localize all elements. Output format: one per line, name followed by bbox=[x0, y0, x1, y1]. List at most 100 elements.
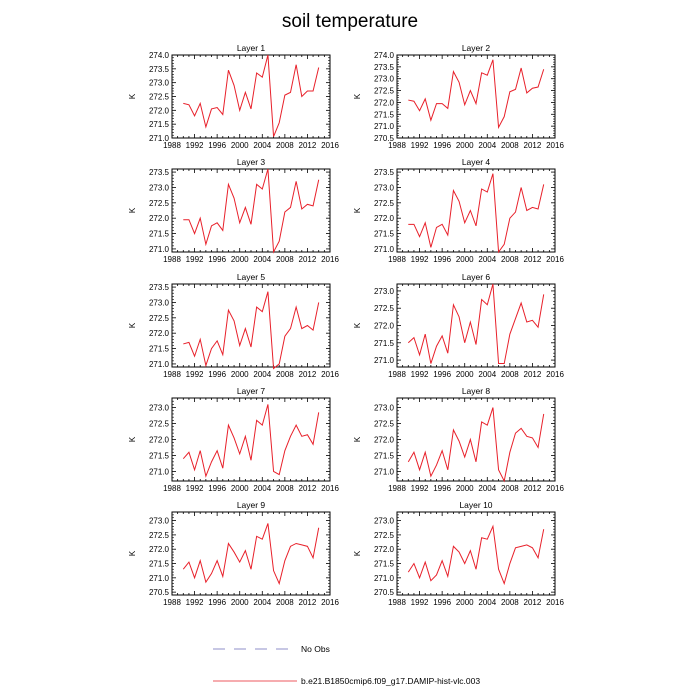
y-tick-label: 272.0 bbox=[149, 214, 170, 223]
x-tick-label: 2008 bbox=[501, 255, 519, 264]
y-tick-label: 270.5 bbox=[374, 134, 395, 143]
y-axis-label: K bbox=[353, 436, 362, 442]
panel-frame bbox=[396, 397, 556, 482]
x-tick-label: 2004 bbox=[253, 141, 271, 150]
panel-title: Layer 9 bbox=[237, 500, 266, 510]
x-tick-label: 2012 bbox=[524, 484, 542, 493]
series-line bbox=[183, 54, 320, 137]
x-tick-label: 2008 bbox=[501, 370, 519, 379]
x-tick-label: 2012 bbox=[299, 255, 317, 264]
x-tick-label: 2004 bbox=[478, 370, 496, 379]
y-tick-label: 273.5 bbox=[374, 168, 395, 177]
panel-title: Layer 8 bbox=[462, 386, 491, 396]
panel-frame bbox=[396, 283, 556, 368]
y-tick-label: 271.5 bbox=[149, 345, 170, 354]
panel-title: Layer 6 bbox=[462, 272, 491, 282]
x-tick-label: 2000 bbox=[231, 370, 249, 379]
y-tick-label: 272.5 bbox=[149, 420, 170, 429]
y-tick-label: 273.0 bbox=[374, 404, 395, 413]
y-tick-label: 273.0 bbox=[149, 183, 170, 192]
y-tick-label: 273.0 bbox=[374, 183, 395, 192]
panel-frame bbox=[171, 511, 331, 596]
x-tick-label: 1996 bbox=[208, 484, 226, 493]
y-tick-label: 272.0 bbox=[149, 106, 170, 115]
y-axis-label: K bbox=[128, 207, 137, 213]
y-tick-label: 272.5 bbox=[149, 314, 170, 323]
series-line bbox=[183, 168, 320, 254]
x-tick-label: 2012 bbox=[524, 598, 542, 607]
x-tick-label: 1988 bbox=[388, 598, 406, 607]
y-tick-label: 273.0 bbox=[149, 79, 170, 88]
x-tick-label: 2000 bbox=[456, 255, 474, 264]
x-tick-label: 2016 bbox=[546, 598, 564, 607]
y-axis-label: K bbox=[353, 207, 362, 213]
x-tick-label: 1996 bbox=[208, 141, 226, 150]
y-tick-label: 273.0 bbox=[374, 517, 395, 526]
x-tick-label: 2000 bbox=[456, 141, 474, 150]
y-tick-label: 271.5 bbox=[149, 230, 170, 239]
x-tick-label: 1988 bbox=[388, 370, 406, 379]
y-axis-label: K bbox=[128, 322, 137, 328]
x-tick-label: 1992 bbox=[186, 370, 204, 379]
x-tick-label: 2004 bbox=[478, 141, 496, 150]
y-tick-label: 272.5 bbox=[374, 304, 395, 313]
y-axis-label: K bbox=[353, 93, 362, 99]
series-line bbox=[408, 59, 545, 130]
x-tick-label: 2000 bbox=[456, 598, 474, 607]
panel-title: Layer 10 bbox=[459, 500, 492, 510]
series-line bbox=[182, 523, 320, 586]
panel-layer-10: Layer 10 1988 1992 1996 2000 2004 2008 2012 2016… bbox=[353, 500, 564, 607]
x-tick-label: 2012 bbox=[524, 370, 542, 379]
y-tick-label: 271.5 bbox=[374, 110, 395, 119]
x-tick-label: 2004 bbox=[253, 484, 271, 493]
y-axis-label: K bbox=[353, 550, 362, 556]
x-tick-label: 2016 bbox=[546, 484, 564, 493]
y-tick-label: 271.0 bbox=[374, 574, 395, 583]
x-tick-label: 1996 bbox=[433, 598, 451, 607]
panel-frame bbox=[396, 168, 556, 253]
x-tick-label: 1996 bbox=[433, 370, 451, 379]
y-tick-label: 272.5 bbox=[374, 531, 395, 540]
panel-layer-3: Layer 3 1988 1992 1996 2000 2004 2008 2012 2016 2… bbox=[128, 157, 339, 264]
panel-layer-9: Layer 9 1988 1992 1996 2000 2004 2008 2012 2016 2… bbox=[128, 500, 339, 607]
y-tick-label: 272.0 bbox=[374, 436, 395, 445]
panel-layer-4: Layer 4 1988 1992 1996 2000 2004 2008 2012 2016 2… bbox=[353, 157, 564, 264]
y-tick-label: 271.0 bbox=[149, 467, 170, 476]
y-tick-label: 273.0 bbox=[374, 287, 395, 296]
y-tick-label: 271.5 bbox=[149, 120, 170, 129]
x-tick-label: 1992 bbox=[186, 598, 204, 607]
x-tick-label: 2012 bbox=[524, 255, 542, 264]
panels-grid: Layer 1 1988 1992 1996 2000 2004 2008 2012 2016 2… bbox=[128, 43, 564, 607]
y-tick-label: 271.0 bbox=[374, 467, 395, 476]
x-tick-label: 1988 bbox=[388, 141, 406, 150]
y-tick-label: 272.0 bbox=[374, 322, 395, 331]
y-axis-label: K bbox=[128, 436, 137, 442]
y-tick-label: 273.5 bbox=[149, 65, 170, 74]
series-line bbox=[408, 173, 545, 254]
y-tick-label: 273.5 bbox=[374, 63, 395, 72]
y-tick-label: 271.5 bbox=[374, 451, 395, 460]
series-line bbox=[407, 524, 545, 586]
x-tick-label: 2012 bbox=[299, 370, 317, 379]
x-tick-label: 2004 bbox=[478, 484, 496, 493]
y-tick-label: 271.5 bbox=[374, 339, 395, 348]
x-tick-label: 2012 bbox=[299, 141, 317, 150]
x-tick-label: 1996 bbox=[433, 484, 451, 493]
y-tick-label: 272.0 bbox=[149, 329, 170, 338]
x-tick-label: 2016 bbox=[546, 255, 564, 264]
y-tick-label: 271.0 bbox=[149, 574, 170, 583]
y-tick-label: 271.5 bbox=[374, 230, 395, 239]
x-tick-label: 2004 bbox=[253, 255, 271, 264]
panel-layer-6: Layer 6 1988 1992 1996 2000 2004 2008 2012 2016 2… bbox=[353, 272, 564, 379]
y-tick-label: 272.0 bbox=[374, 214, 395, 223]
y-tick-label: 273.0 bbox=[374, 75, 395, 84]
series-line bbox=[183, 291, 320, 370]
y-tick-label: 270.5 bbox=[374, 588, 395, 597]
x-tick-label: 2000 bbox=[231, 141, 249, 150]
x-tick-label: 2008 bbox=[276, 598, 294, 607]
x-tick-label: 1988 bbox=[163, 370, 181, 379]
panel-frame bbox=[171, 283, 331, 368]
y-tick-label: 271.0 bbox=[374, 245, 395, 254]
x-tick-label: 1988 bbox=[388, 484, 406, 493]
